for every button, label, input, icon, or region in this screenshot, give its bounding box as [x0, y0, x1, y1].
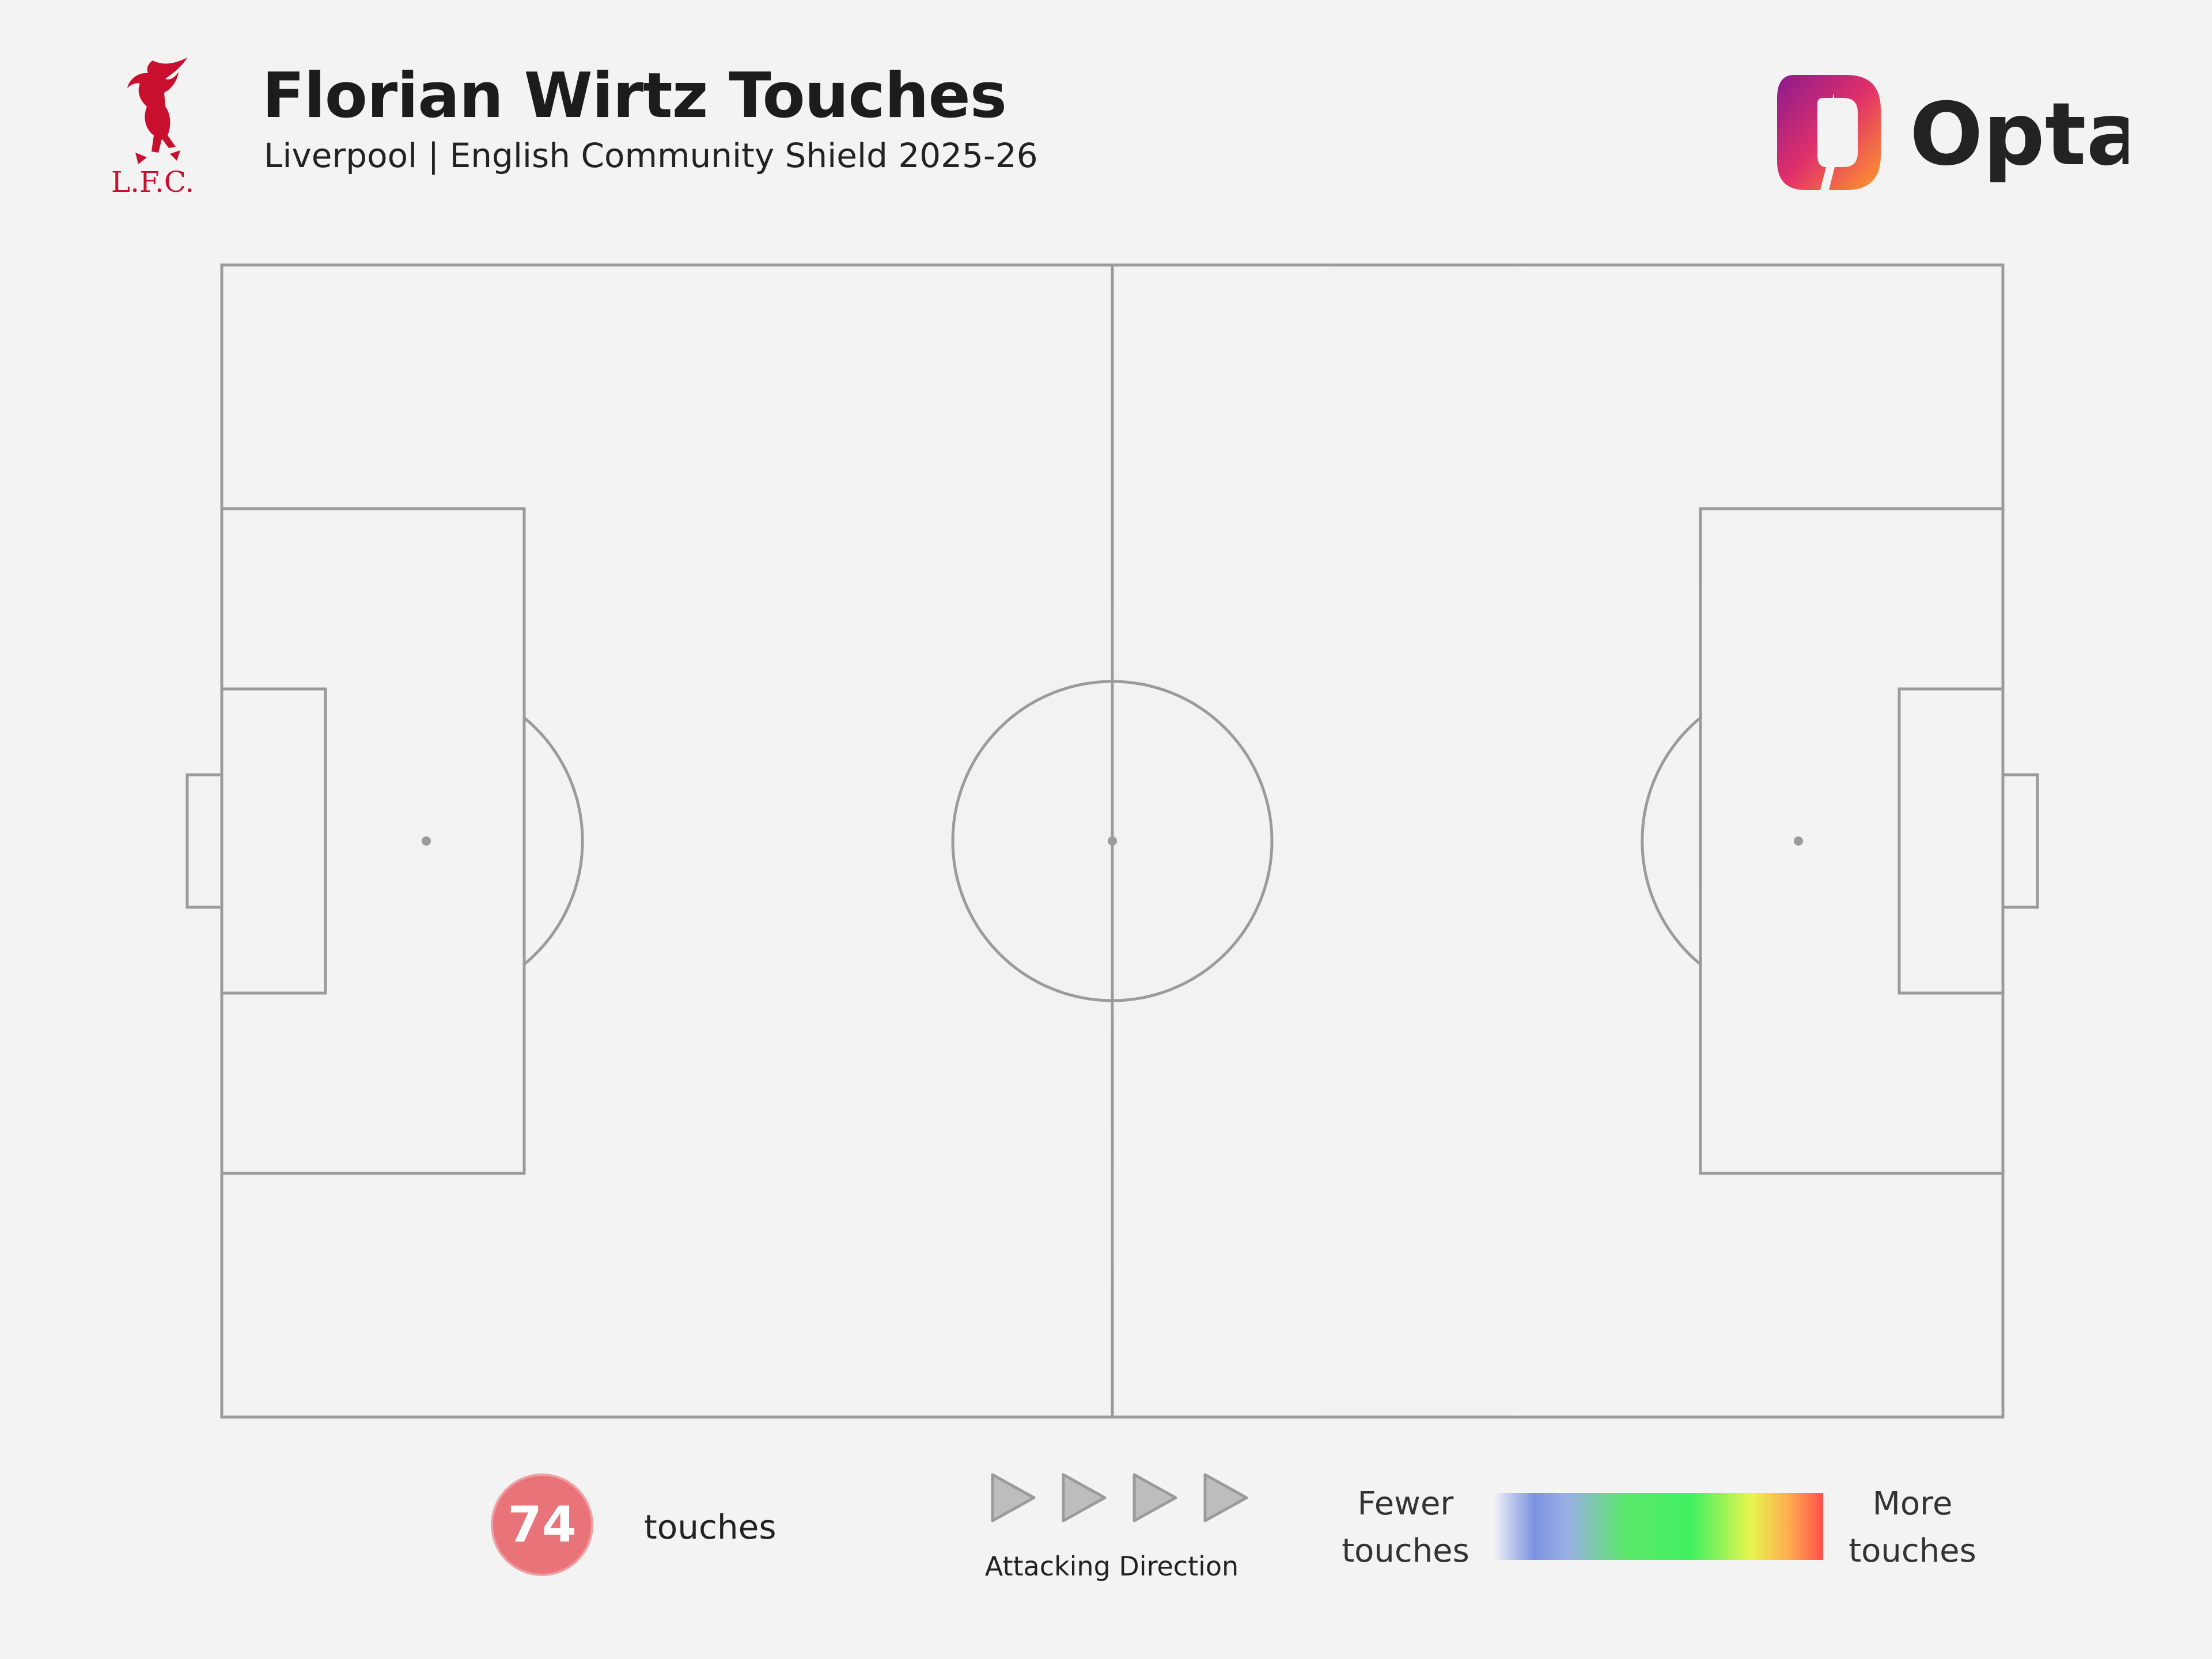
heat-spot-7 [880, 544, 1059, 723]
heat-spot-16 [1143, 881, 1295, 1032]
play-arrow-icon [991, 1473, 1036, 1522]
chart-subtitle: Liverpool | English Community Shield 202… [264, 136, 1038, 175]
club-crest-text: L.F.C. [112, 165, 194, 199]
legend-low-line-2: touches [1342, 1532, 1469, 1570]
play-arrow-icon [1062, 1473, 1107, 1522]
heat-spot-17 [889, 1014, 1051, 1175]
heat-spot-4 [1280, 897, 1514, 1131]
attacking-direction-label: Attacking Direction [984, 1551, 1239, 1582]
play-arrow-icon [1203, 1473, 1248, 1522]
heat-spot-5 [1300, 1198, 1531, 1417]
heat-spot-11 [1719, 500, 1895, 675]
heat-spot-6 [1215, 499, 1437, 722]
chart-title: Florian Wirtz Touches [262, 60, 1007, 132]
liverbird-crest-icon: L.F.C. [112, 58, 194, 199]
pitch-heatmap [185, 263, 2039, 1419]
legend-high-line-1: More [1872, 1485, 1953, 1522]
attacking-direction-arrows [991, 1473, 1248, 1522]
heatmap-layer [766, 288, 2003, 1417]
legend-low-line-1: Fewer [1357, 1485, 1454, 1522]
heat-spot-15 [1893, 1309, 2003, 1417]
legend-low-label: Fewer touches [1319, 1480, 1492, 1575]
heat-spot-10 [1618, 378, 1783, 543]
touch-count-badge: 74 [491, 1474, 593, 1576]
legend-color-scale [1495, 1493, 1823, 1560]
heat-spot-3 [881, 815, 1094, 1028]
heat-spot-9 [766, 359, 925, 517]
touch-count-unit: touches [644, 1508, 777, 1547]
heat-spot-14 [1503, 781, 1647, 925]
legend-high-line-2: touches [1849, 1532, 1976, 1570]
heat-spot-8 [950, 1130, 1132, 1312]
heat-spot-12 [1641, 764, 1796, 918]
opta-logo-icon: Opta [1777, 75, 2128, 190]
heat-spot-13 [1729, 994, 1884, 1149]
legend-high-label: More touches [1826, 1480, 1999, 1575]
play-arrow-icon [1132, 1473, 1177, 1522]
brand-name: Opta [1910, 85, 2128, 185]
